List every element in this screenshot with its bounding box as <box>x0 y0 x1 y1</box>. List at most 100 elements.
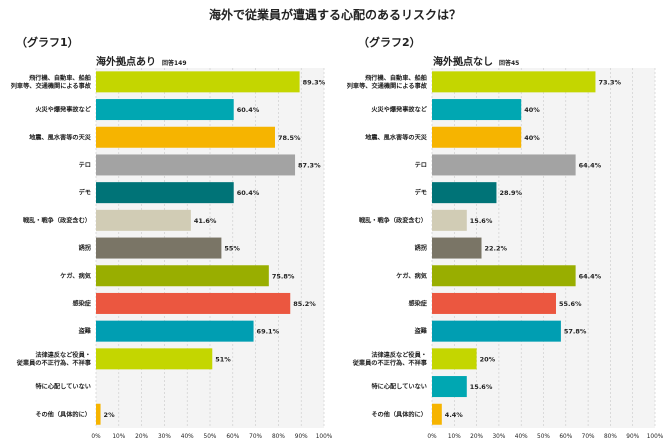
chart2-data-label: 15.6% <box>470 383 493 391</box>
chart1-bar <box>96 154 296 176</box>
chart1-category-label: 盗難 <box>79 327 92 335</box>
chart1-tick-label: 0% <box>91 434 101 440</box>
chart2-category-label: 特に心配していない <box>371 383 427 391</box>
chart1-respondents: 回答149 <box>162 60 187 67</box>
chart2-data-label: 4.4% <box>445 411 464 419</box>
chart1-category-label: 感染症 <box>72 299 91 307</box>
chart1-data-label: 75.8% <box>272 272 295 280</box>
chart1-category-label-line: 感染症 <box>72 299 91 307</box>
chart2-data-label: 64.4% <box>579 272 602 280</box>
chart2-bar <box>432 99 522 121</box>
chart1-category-label: 地震、風水害等の天災 <box>29 133 92 141</box>
chart2-tick-label: 90% <box>626 434 639 440</box>
chart1-category-label-line: ケガ、病気 <box>60 272 92 280</box>
chart1-category-label-line: 従業員の不正行為、不祥事 <box>16 359 92 367</box>
chart2-category-label: 法律違反など役員・従業員の不正行為、不祥事 <box>352 351 428 367</box>
chart1-category-label-line: 列車等、交通機関による事故 <box>11 82 92 90</box>
chart2-category-label: 盗難 <box>415 327 428 335</box>
chart1-category-label-line: 火災や爆発事故など <box>35 106 91 114</box>
chart2-tick-label: 20% <box>470 434 483 440</box>
chart1-category-label-line: 戦乱・戦争（政変含む） <box>23 216 91 224</box>
chart2-category-label: デモ <box>415 189 427 197</box>
chart2-tick-label: 50% <box>537 434 550 440</box>
chart2-data-label: 22.2% <box>485 245 508 253</box>
chart1-tick-label: 40% <box>181 434 194 440</box>
chart1-category-label-line: 地震、風水害等の天災 <box>29 133 92 141</box>
chart2-bar <box>432 237 482 259</box>
chart2-tick-label: 10% <box>448 434 461 440</box>
chart1-data-label: 60.4% <box>237 189 260 197</box>
chart2-tick-label: 60% <box>559 434 572 440</box>
chart2-data-label: 55.6% <box>559 300 582 308</box>
chart1-category-label-line: 飛行機、自動車、船舶 <box>28 74 91 82</box>
chart1-subtitle-text: 海外拠点あり <box>96 57 156 68</box>
chart2-graph-label: （グラフ2） <box>358 36 421 49</box>
chart2-tick-label: 40% <box>515 434 528 440</box>
chart2-category-label-line: 従業員の不正行為、不祥事 <box>352 359 428 367</box>
chart1-category-label: 戦乱・戦争（政変含む） <box>23 216 91 224</box>
chart2-category-label-line: 地震、風水害等の天災 <box>365 133 428 141</box>
chart1-category-label: 法律違反など役員・従業員の不正行為、不祥事 <box>16 351 92 367</box>
chart1-category-label: 特に心配していない <box>35 383 91 391</box>
chart1-bar <box>96 99 234 121</box>
chart2-subtitle-text: 海外拠点なし <box>433 57 493 68</box>
chart2-category-label-line: 戦乱・戦争（政変含む） <box>359 216 427 224</box>
chart1-tick-label: 90% <box>295 434 308 440</box>
chart2-bar <box>432 209 467 231</box>
chart1-data-label: 51% <box>215 355 231 363</box>
chart2-category-label: ケガ、病気 <box>396 272 428 280</box>
chart1-bar <box>96 209 191 231</box>
chart2-bar <box>432 320 561 342</box>
chart1-bar <box>96 126 275 148</box>
chart1-data-label: 87.3% <box>298 161 321 169</box>
chart1-data-label: 2% <box>104 411 116 419</box>
chart2-bar <box>432 376 467 398</box>
chart2-data-label: 20% <box>480 355 496 363</box>
chart1-category-label-line: 法律違反など役員・ <box>35 351 91 359</box>
chart1-data-label: 41.6% <box>194 217 217 225</box>
page-title: 海外で従業員が遭遇する心配のあるリスクは？ <box>208 8 461 22</box>
chart2-category-label-line: 列車等、交通機関による事故 <box>347 82 428 90</box>
chart2-category-label: テロ <box>415 162 427 169</box>
chart2-bar <box>432 154 576 176</box>
chart1-data-label: 69.1% <box>257 328 280 336</box>
chart2-bar <box>432 292 556 314</box>
chart1-bar <box>96 182 234 204</box>
chart1-category-label-line: 盗難 <box>79 327 92 335</box>
chart2-data-label: 40% <box>524 106 540 114</box>
chart1-category-label-line: 特に心配していない <box>35 383 91 391</box>
chart1-data-label: 60.4% <box>237 106 260 114</box>
chart1-tick-label: 20% <box>135 434 148 440</box>
chart1-category-label-line: その他（具体的に） <box>35 410 91 418</box>
chart2-data-label: 40% <box>524 134 540 142</box>
chart2-bar <box>432 71 596 93</box>
chart1-tick-label: 100% <box>316 434 333 440</box>
chart2-category-label-line: 感染症 <box>408 299 427 307</box>
chart2-bar <box>432 126 522 148</box>
chart2-category-label: 飛行機、自動車、船舶列車等、交通機関による事故 <box>347 74 428 90</box>
chart2-category-label-line: その他（具体的に） <box>371 410 427 418</box>
chart1-category-label: その他（具体的に） <box>35 410 91 418</box>
chart1-bar <box>96 237 222 259</box>
chart2-category-label: 誘拐 <box>415 244 427 252</box>
chart1-data-label: 78.5% <box>278 134 301 142</box>
chart2-bar <box>432 403 442 425</box>
chart1-graph-label: （グラフ1） <box>16 36 79 49</box>
chart2-category-label: 地震、風水害等の天災 <box>365 133 428 141</box>
chart2-tick-label: 70% <box>582 434 595 440</box>
chart1-category-label: 飛行機、自動車、船舶列車等、交通機関による事故 <box>11 74 92 90</box>
chart2-data-label: 57.8% <box>564 328 587 336</box>
chart1-bar <box>96 265 269 287</box>
chart2-category-label-line: 法律違反など役員・ <box>371 351 427 359</box>
chart1-tick-label: 60% <box>226 434 239 440</box>
chart1-tick-label: 10% <box>112 434 125 440</box>
chart2-tick-label: 100% <box>647 434 664 440</box>
chart2-data-label: 28.9% <box>499 189 522 197</box>
chart2-bar <box>432 348 477 370</box>
chart1-category-label: 誘拐 <box>79 244 91 252</box>
chart2-subtitle: 海外拠点なし 回答45 <box>433 53 519 68</box>
chart1-bar <box>96 71 300 93</box>
chart1-category-label: デモ <box>79 189 91 197</box>
